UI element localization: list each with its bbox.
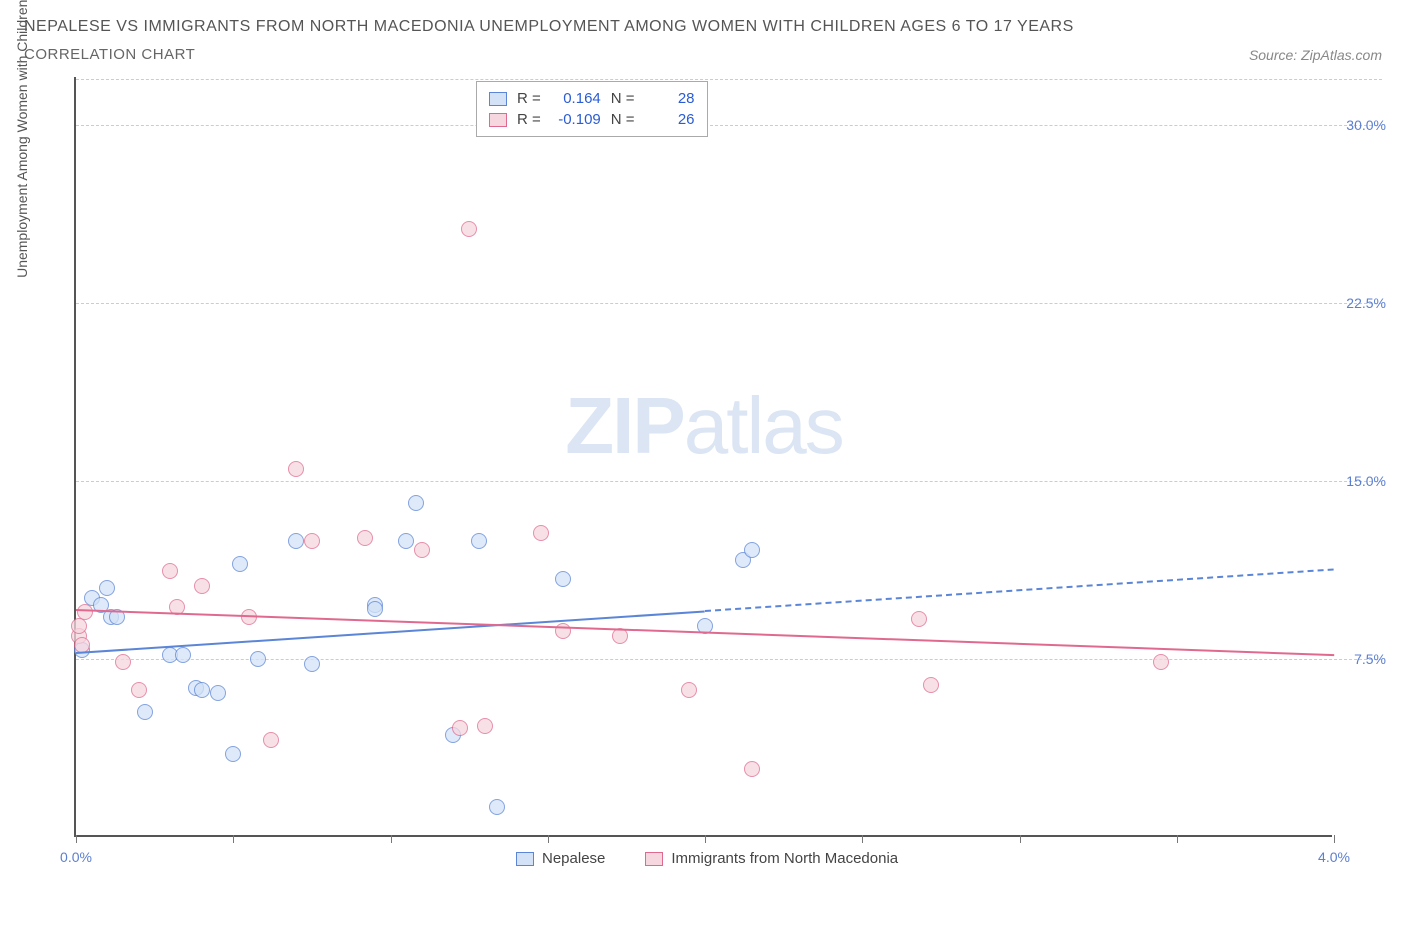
data-point	[162, 563, 178, 579]
trendline	[76, 609, 1334, 656]
data-point	[99, 580, 115, 596]
data-point	[477, 718, 493, 734]
x-tick-mark	[76, 835, 77, 843]
x-tick-label: 0.0%	[60, 849, 92, 865]
data-point	[471, 533, 487, 549]
data-point	[250, 651, 266, 667]
x-tick-mark	[705, 835, 706, 843]
data-point	[225, 746, 241, 762]
data-point	[555, 623, 571, 639]
data-point	[408, 495, 424, 511]
data-point	[744, 761, 760, 777]
data-point	[744, 542, 760, 558]
gridline	[76, 481, 1382, 482]
data-point	[131, 682, 147, 698]
y-tick-label: 22.5%	[1346, 295, 1386, 311]
trendline	[76, 610, 705, 654]
x-tick-mark	[862, 835, 863, 843]
watermark: ZIPatlas	[565, 380, 842, 472]
legend-swatch-macedonia	[645, 852, 663, 866]
n-label: N =	[611, 111, 635, 128]
x-tick-mark	[1334, 835, 1335, 843]
r-value-macedonia: -0.109	[551, 111, 601, 128]
x-tick-mark	[548, 835, 549, 843]
subtitle-row: CORRELATION CHART Source: ZipAtlas.com	[24, 46, 1382, 63]
y-tick-label: 15.0%	[1346, 473, 1386, 489]
stats-row-macedonia: R = -0.109 N = 26	[489, 109, 695, 130]
data-point	[71, 618, 87, 634]
data-point	[194, 578, 210, 594]
y-tick-label: 7.5%	[1354, 651, 1386, 667]
data-point	[288, 461, 304, 477]
source-label: Source: ZipAtlas.com	[1249, 47, 1382, 63]
x-tick-mark	[1177, 835, 1178, 843]
plot-region: ZIPatlas R = 0.164 N = 28 R = -0.109 N =…	[74, 77, 1332, 837]
chart-subtitle: CORRELATION CHART	[24, 46, 195, 63]
data-point	[263, 732, 279, 748]
data-point	[461, 221, 477, 237]
gridline	[76, 303, 1382, 304]
n-value-macedonia: 26	[645, 111, 695, 128]
swatch-nepalese	[489, 92, 507, 106]
data-point	[398, 533, 414, 549]
data-point	[911, 611, 927, 627]
trendline	[705, 569, 1334, 613]
y-axis-label: Unemployment Among Women with Children A…	[14, 0, 30, 278]
data-point	[452, 720, 468, 736]
chart-title: NEPALESE VS IMMIGRANTS FROM NORTH MACEDO…	[24, 18, 1382, 36]
data-point	[923, 677, 939, 693]
data-point	[210, 685, 226, 701]
data-point	[304, 656, 320, 672]
data-point	[533, 525, 549, 541]
legend-label-nepalese: Nepalese	[542, 850, 605, 867]
r-label: R =	[517, 90, 541, 107]
data-point	[1153, 654, 1169, 670]
watermark-atlas: atlas	[684, 381, 843, 470]
bottom-legend: Nepalese Immigrants from North Macedonia	[516, 850, 898, 867]
data-point	[232, 556, 248, 572]
data-point	[555, 571, 571, 587]
data-point	[489, 799, 505, 815]
x-tick-mark	[391, 835, 392, 843]
y-tick-label: 30.0%	[1346, 117, 1386, 133]
x-tick-mark	[233, 835, 234, 843]
stats-row-nepalese: R = 0.164 N = 28	[489, 88, 695, 109]
data-point	[77, 604, 93, 620]
data-point	[288, 533, 304, 549]
legend-label-macedonia: Immigrants from North Macedonia	[671, 850, 898, 867]
data-point	[304, 533, 320, 549]
gridline	[76, 79, 1382, 80]
data-point	[681, 682, 697, 698]
x-tick-mark	[1020, 835, 1021, 843]
gridline	[76, 659, 1382, 660]
data-point	[357, 530, 373, 546]
swatch-macedonia	[489, 113, 507, 127]
gridline	[76, 125, 1382, 126]
data-point	[194, 682, 210, 698]
legend-item-nepalese: Nepalese	[516, 850, 605, 867]
x-tick-label: 4.0%	[1318, 849, 1350, 865]
data-point	[175, 647, 191, 663]
n-label: N =	[611, 90, 635, 107]
stats-legend-box: R = 0.164 N = 28 R = -0.109 N = 26	[476, 81, 708, 137]
r-label: R =	[517, 111, 541, 128]
legend-item-macedonia: Immigrants from North Macedonia	[645, 850, 898, 867]
n-value-nepalese: 28	[645, 90, 695, 107]
chart-area: Unemployment Among Women with Children A…	[24, 77, 1382, 877]
data-point	[414, 542, 430, 558]
data-point	[137, 704, 153, 720]
data-point	[367, 601, 383, 617]
data-point	[115, 654, 131, 670]
r-value-nepalese: 0.164	[551, 90, 601, 107]
legend-swatch-nepalese	[516, 852, 534, 866]
watermark-zip: ZIP	[565, 381, 683, 470]
